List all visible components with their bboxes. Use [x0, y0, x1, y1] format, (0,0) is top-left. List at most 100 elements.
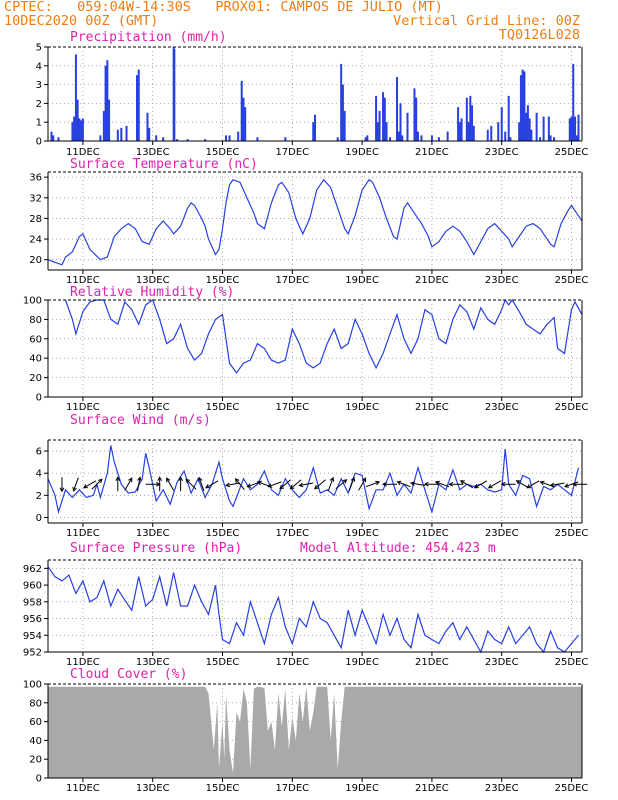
cloud-area	[48, 686, 582, 778]
header-station: CPTEC: 059:04W-14:30S PROX01: CAMPOS DE …	[4, 0, 443, 15]
precip-bar	[507, 95, 510, 141]
cloud-ytick-label: 0	[36, 774, 42, 785]
wind-arrow	[526, 480, 540, 489]
precip-bar	[225, 135, 227, 141]
wind-arrow	[205, 480, 219, 489]
press-xtick-label: 19DEC	[345, 657, 379, 668]
precip-bar	[472, 125, 475, 141]
wind-arrow	[289, 479, 302, 490]
precip-bar	[256, 137, 259, 141]
wind-xtick-label: 11DEC	[66, 528, 100, 539]
wind-arrow	[549, 482, 565, 488]
wind-arrow	[166, 477, 175, 491]
cloud-ytick-label: 100	[23, 680, 42, 691]
precip-ytick-label: 3	[36, 80, 42, 91]
precip-xtick-label: 13DEC	[136, 147, 170, 158]
rh-xtick-label: 11DEC	[66, 402, 100, 413]
temp-ytick-label: 32	[29, 193, 42, 204]
cloud-xtick-label: 21DEC	[415, 783, 449, 794]
precip-bar	[116, 129, 119, 141]
wind-arrow	[314, 479, 326, 490]
press-ytick-label: 960	[23, 581, 42, 592]
rh-series-line	[64, 298, 583, 374]
precip-bar	[528, 118, 531, 141]
temp-series-line	[47, 178, 583, 266]
precip-bar	[176, 139, 179, 141]
precip-xtick-label: 23DEC	[485, 147, 519, 158]
press-xtick-label: 11DEC	[66, 657, 100, 668]
precip-bar	[382, 92, 385, 141]
wind-xtick-label: 15DEC	[206, 528, 240, 539]
wind-arrow	[459, 480, 474, 489]
precip-bar	[336, 137, 339, 141]
press-xtick-label: 21DEC	[415, 657, 449, 668]
precip-xtick-label: 25DEC	[555, 147, 589, 158]
precip-bar	[471, 105, 474, 141]
wind-arrow	[178, 476, 183, 492]
rh-ytick-label: 80	[29, 315, 42, 326]
press-ytick-label: 952	[23, 648, 42, 659]
precip-bar	[389, 137, 392, 141]
precip-bar	[465, 97, 468, 141]
cloud-title: Cloud Cover (%)	[70, 667, 187, 682]
press-xtick-label: 23DEC	[485, 657, 519, 668]
precip-bar	[553, 137, 556, 141]
precip-bar	[284, 137, 287, 141]
precip-bar	[376, 122, 379, 141]
precip-bar	[542, 116, 545, 141]
precip-bar	[518, 122, 521, 141]
press-series-line	[47, 566, 579, 654]
precip-bar	[500, 107, 503, 141]
precip-bar	[568, 118, 571, 141]
precip-bar	[504, 131, 507, 141]
wind-arrow	[434, 480, 450, 488]
wind-arrow	[410, 481, 425, 486]
rh-xtick-label: 19DEC	[345, 402, 379, 413]
precip-bar	[375, 95, 378, 141]
temp-title: Surface Temperature (nC)	[70, 157, 258, 172]
wind-arrow	[348, 476, 356, 492]
wind-arrow	[157, 476, 163, 492]
precip-bar	[469, 95, 472, 141]
precip-bar	[385, 122, 388, 141]
wind-arrow	[225, 482, 240, 488]
precip-bar	[430, 135, 433, 141]
precip-bar	[364, 137, 367, 141]
wind-arrow	[72, 477, 79, 492]
wind-panel: 0 2 4 6 11DEC 13DEC 15DEC 17DEC 19DEC 21DEC 23DEC 2…	[36, 413, 589, 539]
precip-bar	[81, 118, 84, 141]
wind-xtick-label: 23DEC	[485, 528, 519, 539]
precip-bar	[104, 65, 107, 141]
precip-bar	[575, 135, 578, 141]
press-xtick-label: 25DEC	[555, 657, 589, 668]
precip-ytick-label: 2	[36, 99, 42, 110]
wind-arrow	[115, 476, 121, 492]
precip-bar	[52, 135, 55, 141]
cloud-ytick-label: 40	[29, 736, 42, 747]
precip-bar	[228, 135, 231, 141]
header-model-id: TQ0126L028	[498, 27, 580, 43]
rh-xtick-label: 13DEC	[136, 402, 170, 413]
precip-bar	[530, 129, 533, 141]
cloud-xtick-label: 17DEC	[275, 783, 309, 794]
temp-xtick-label: 11DEC	[66, 275, 100, 286]
precip-bar	[539, 137, 542, 141]
precip-bar	[71, 122, 74, 141]
press-xtick-label: 13DEC	[136, 657, 170, 668]
cloud-xtick-label: 13DEC	[136, 783, 170, 794]
precip-bar	[108, 99, 111, 141]
precip-bar	[486, 129, 489, 141]
precip-bar	[458, 122, 461, 141]
precip-bar	[242, 97, 245, 141]
wind-series-line	[47, 445, 580, 515]
precip-bar	[437, 137, 440, 141]
precip-xtick-label: 15DEC	[206, 147, 240, 158]
precip-bar	[415, 97, 418, 141]
rh-xtick-label: 15DEC	[206, 402, 240, 413]
rh-ytick-label: 60	[29, 334, 42, 345]
temp-ytick-label: 36	[29, 173, 42, 184]
wind-arrow	[298, 482, 314, 488]
wind-arrow	[487, 480, 502, 489]
cloud-xtick-label: 15DEC	[206, 783, 240, 794]
